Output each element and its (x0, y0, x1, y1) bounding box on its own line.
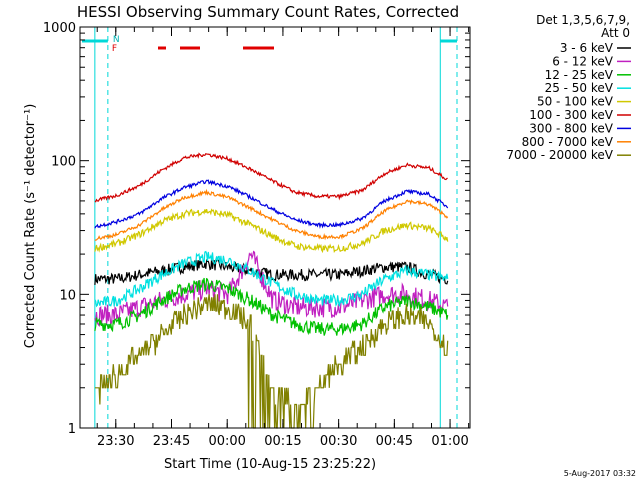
legend-header: Att 0 (601, 26, 630, 40)
legend-label: 100 - 300 keV (529, 108, 613, 122)
series-line-6 (94, 179, 449, 229)
x-axis-label: Start Time (10-Aug-15 23:25:22) (164, 457, 376, 472)
footer-date: 5-Aug-2017 03:32 (564, 469, 636, 478)
legend-label: 3 - 6 keV (560, 41, 614, 55)
series-line-4 (94, 208, 449, 254)
flare-marker: F (112, 44, 117, 54)
chart-title: HESSI Observing Summary Count Rates, Cor… (77, 3, 459, 21)
legend-label: 7000 - 20000 keV (506, 148, 613, 162)
x-tick-label: 01:00 (431, 434, 468, 449)
legend-header: Det 1,3,5,6,7,9, (536, 13, 630, 27)
x-tick-label: 23:30 (97, 434, 134, 449)
x-tick-label: 00:00 (208, 434, 245, 449)
x-tick-label: 00:45 (376, 434, 413, 449)
y-axis-label: Corrected Count Rate (s⁻¹ detector⁻¹) (23, 104, 38, 349)
legend-label: 300 - 800 keV (529, 121, 613, 135)
legend-label: 800 - 7000 keV (522, 135, 614, 149)
legend-label: 6 - 12 keV (552, 54, 614, 68)
series-line-3 (94, 250, 449, 308)
night-marker: N (113, 35, 120, 45)
series-line-8 (94, 294, 449, 429)
axis-layer: 1 10 100 1000 23:30 23:45 00:00 00:15 00:30 00:45… (43, 21, 471, 449)
series-line-5 (94, 152, 448, 203)
y-tick-label: 100 (51, 155, 76, 170)
series-line-7 (94, 188, 449, 242)
series-line-2 (94, 277, 449, 336)
legend-label: 50 - 100 keV (537, 95, 614, 109)
y-tick-label: 1000 (43, 21, 76, 36)
plot-layer: NF (82, 27, 458, 429)
x-tick-label: 23:45 (153, 434, 190, 449)
plot-frame (79, 26, 471, 429)
legend-label: 25 - 50 keV (545, 81, 614, 95)
x-tick-label: 00:15 (264, 434, 301, 449)
x-tick-label: 00:30 (320, 434, 357, 449)
legend-label: 12 - 25 keV (545, 68, 614, 82)
y-tick-label: 1 (68, 422, 76, 437)
y-tick-label: 10 (59, 288, 76, 303)
